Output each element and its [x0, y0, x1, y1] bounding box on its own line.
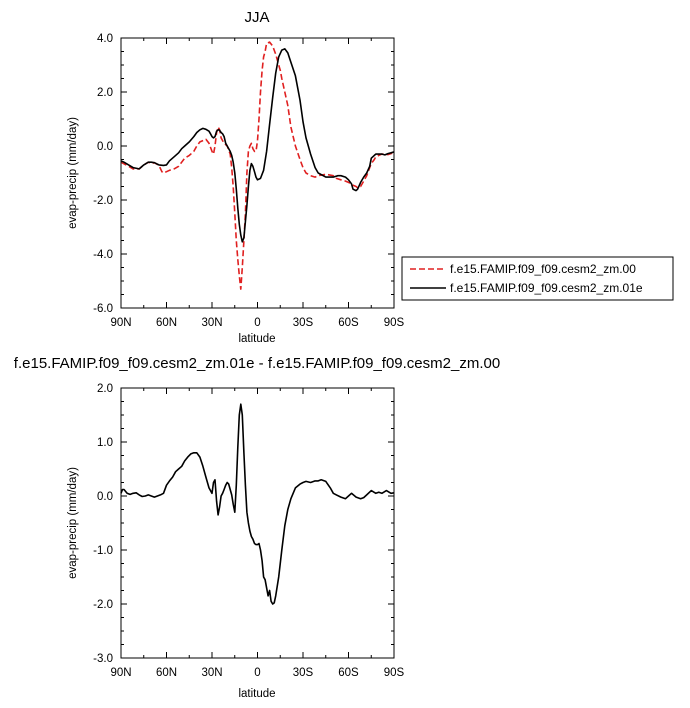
x-tick-label: 0 [254, 667, 260, 679]
plot-frame-bottom [120, 387, 395, 659]
y-ticks-bottom: -3.0 -2.0 -1.0 0.0 1.0 2.0 [93, 383, 394, 665]
y-tick-label: -2.0 [93, 599, 113, 611]
x-tick-label: 90N [110, 317, 131, 329]
y-ticks-top: -6.0 -4.0 -2.0 0.0 2.0 4.0 [93, 33, 394, 315]
series-lines-top [120, 41, 395, 290]
y-tick-label: 1.0 [97, 437, 113, 449]
x-ticks-bottom: 90N 60N 30N 0 30S 60S 90S [110, 388, 405, 679]
chart-title-bottom: f.e15.FAMIP.f09_f09.cesm2_zm.01e - f.e15… [14, 355, 500, 372]
series-lines-bottom [120, 403, 395, 605]
y-tick-label: 4.0 [97, 33, 113, 45]
y-tick-label: 0.0 [97, 141, 113, 153]
y-tick-label: 2.0 [97, 383, 113, 395]
x-tick-label: 30N [201, 667, 222, 679]
x-ticks-top: 90N 60N 30N 0 30S 60S 90S [110, 38, 405, 329]
chart-panel-top: JJA 90N 60N 30N 0 30S 60S 90S -6.0 -4.0 -2.0 0.0 2… [67, 9, 405, 345]
x-tick-label: 60N [156, 667, 177, 679]
x-tick-label: 60S [338, 667, 359, 679]
x-tick-label: 0 [254, 317, 260, 329]
x-tick-label: 90S [384, 317, 405, 329]
legend-box [401, 256, 674, 301]
legend-label-series-00: f.e15.FAMIP.f09_f09.cesm2_zm.00 [450, 262, 636, 276]
chart-panel-bottom: f.e15.FAMIP.f09_f09.cesm2_zm.01e - f.e15… [14, 355, 500, 700]
y-tick-label: -6.0 [93, 303, 113, 315]
y-tick-label: 2.0 [97, 87, 113, 99]
x-tick-label: 90N [110, 667, 131, 679]
legend: f.e15.FAMIP.f09_f09.cesm2_zm.00 f.e15.FA… [401, 256, 674, 301]
x-axis-label-top: latitude [238, 333, 275, 345]
x-tick-label: 90S [384, 667, 405, 679]
y-tick-label: -1.0 [93, 545, 113, 557]
x-tick-label: 60S [338, 317, 359, 329]
y-tick-label: 0.0 [97, 491, 113, 503]
x-axis-label-bottom: latitude [238, 688, 275, 700]
series-line-bottom-0 [120, 403, 395, 605]
y-tick-label: -3.0 [93, 653, 113, 665]
x-tick-label: 30N [201, 317, 222, 329]
plot-frame-top [120, 37, 395, 309]
legend-label-series-01e: f.e15.FAMIP.f09_f09.cesm2_zm.01e [450, 281, 643, 295]
y-tick-label: -4.0 [93, 249, 113, 261]
x-tick-label: 60N [156, 317, 177, 329]
x-tick-label: 30S [293, 317, 314, 329]
chart-title-top: JJA [244, 9, 269, 26]
x-tick-label: 30S [293, 667, 314, 679]
y-axis-label-bottom: evap-precip (mm/day) [67, 467, 79, 579]
series-line-top-1 [120, 48, 395, 243]
y-axis-label-top: evap-precip (mm/day) [67, 117, 79, 229]
y-tick-label: -2.0 [93, 195, 113, 207]
